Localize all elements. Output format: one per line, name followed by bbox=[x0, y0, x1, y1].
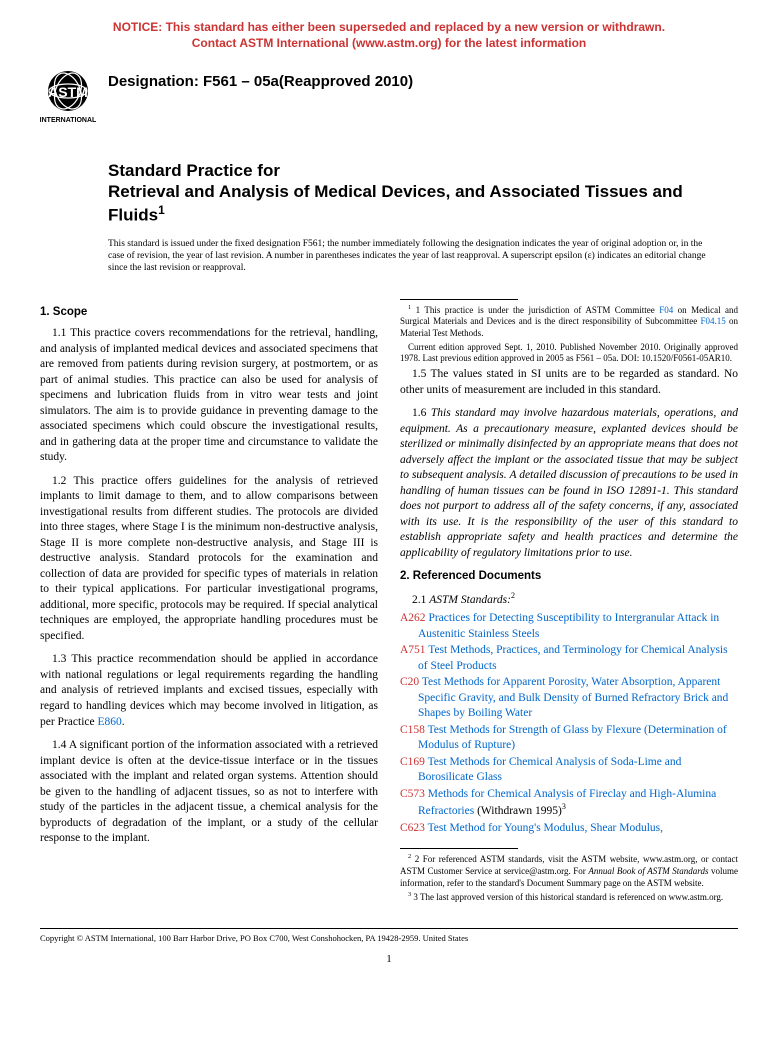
reference-item: C573 Methods for Chemical Analysis of Fi… bbox=[400, 787, 738, 820]
reference-item: C623 Test Method for Young's Modulus, Sh… bbox=[400, 821, 738, 837]
designation: Designation: F561 – 05a(Reapproved 2010) bbox=[108, 69, 413, 90]
para-1-5: 1.5 The values stated in SI units are to… bbox=[400, 367, 738, 398]
title-block: Standard Practice for Retrieval and Anal… bbox=[108, 160, 738, 225]
footnote-3: 3 3 The last approved version of this hi… bbox=[400, 891, 738, 904]
reference-title[interactable]: Methods for Chemical Analysis of Firecla… bbox=[418, 788, 716, 817]
link-f0415[interactable]: F04.15 bbox=[700, 316, 725, 326]
refdocs-subheading: 2.1 ASTM Standards:2 bbox=[400, 591, 738, 608]
footnote-rule-left bbox=[400, 299, 518, 300]
reference-code[interactable]: C573 bbox=[400, 788, 425, 800]
reference-item: C169 Test Methods for Chemical Analysis … bbox=[400, 755, 738, 786]
reference-title[interactable]: Test Methods for Apparent Porosity, Wate… bbox=[418, 676, 728, 719]
footnote-1: 1 1 This practice is under the jurisdict… bbox=[400, 304, 738, 340]
reference-item: A751 Test Methods, Practices, and Termin… bbox=[400, 643, 738, 674]
notice-line2: Contact ASTM International (www.astm.org… bbox=[192, 36, 586, 50]
reference-code[interactable]: C158 bbox=[400, 724, 425, 736]
reference-title[interactable]: Practices for Detecting Susceptibility t… bbox=[418, 612, 719, 640]
link-e860[interactable]: E860 bbox=[97, 716, 121, 728]
footer-rule bbox=[40, 928, 738, 929]
copyright: Copyright © ASTM International, 100 Barr… bbox=[40, 933, 738, 943]
reference-code[interactable]: C623 bbox=[400, 822, 425, 834]
reference-list: A262 Practices for Detecting Susceptibil… bbox=[400, 611, 738, 836]
astm-logo: ASTM INTERNATIONAL bbox=[40, 69, 96, 125]
body-columns: 1. Scope 1.1 This practice covers recomm… bbox=[40, 299, 738, 904]
svg-text:ASTM: ASTM bbox=[48, 84, 88, 100]
issuance-note: This standard is issued under the fixed … bbox=[108, 238, 738, 275]
reference-title[interactable]: Test Methods for Chemical Analysis of So… bbox=[418, 756, 681, 784]
para-1-1: 1.1 This practice covers recommendations… bbox=[40, 326, 378, 466]
para-1-3: 1.3 This practice recommendation should … bbox=[40, 652, 378, 730]
para-1-2: 1.2 This practice offers guidelines for … bbox=[40, 474, 378, 645]
para-1-4: 1.4 A significant portion of the informa… bbox=[40, 738, 378, 847]
notice-banner: NOTICE: This standard has either been su… bbox=[40, 20, 738, 51]
page-number: 1 bbox=[40, 953, 738, 965]
footnote-2: 2 2 For referenced ASTM standards, visit… bbox=[400, 853, 738, 889]
reference-code[interactable]: A262 bbox=[400, 612, 426, 624]
scope-heading: 1. Scope bbox=[40, 305, 378, 321]
title-main: Retrieval and Analysis of Medical Device… bbox=[108, 181, 738, 225]
para-1-6: 1.6 This standard may involve hazardous … bbox=[400, 406, 738, 561]
reference-code[interactable]: C20 bbox=[400, 676, 419, 688]
refdocs-heading: 2. Referenced Documents bbox=[400, 569, 738, 585]
reference-code[interactable]: A751 bbox=[400, 644, 426, 656]
notice-line1: NOTICE: This standard has either been su… bbox=[113, 20, 665, 34]
reference-item: C20 Test Methods for Apparent Porosity, … bbox=[400, 675, 738, 722]
reference-item: A262 Practices for Detecting Susceptibil… bbox=[400, 611, 738, 642]
footnote-rule-right bbox=[400, 848, 518, 849]
title-prefix: Standard Practice for bbox=[108, 160, 738, 181]
reference-title[interactable]: Test Methods, Practices, and Terminology… bbox=[418, 644, 728, 672]
link-f04[interactable]: F04 bbox=[659, 305, 673, 315]
reference-item: C158 Test Methods for Strength of Glass … bbox=[400, 723, 738, 754]
footnote-1b: Current edition approved Sept. 1, 2010. … bbox=[400, 342, 738, 365]
reference-title[interactable]: Test Method for Young's Modulus, Shear M… bbox=[425, 822, 663, 834]
svg-text:INTERNATIONAL: INTERNATIONAL bbox=[40, 117, 96, 124]
reference-title[interactable]: Test Methods for Strength of Glass by Fl… bbox=[418, 724, 727, 752]
header-row: ASTM INTERNATIONAL Designation: F561 – 0… bbox=[40, 69, 738, 125]
reference-code[interactable]: C169 bbox=[400, 756, 425, 768]
